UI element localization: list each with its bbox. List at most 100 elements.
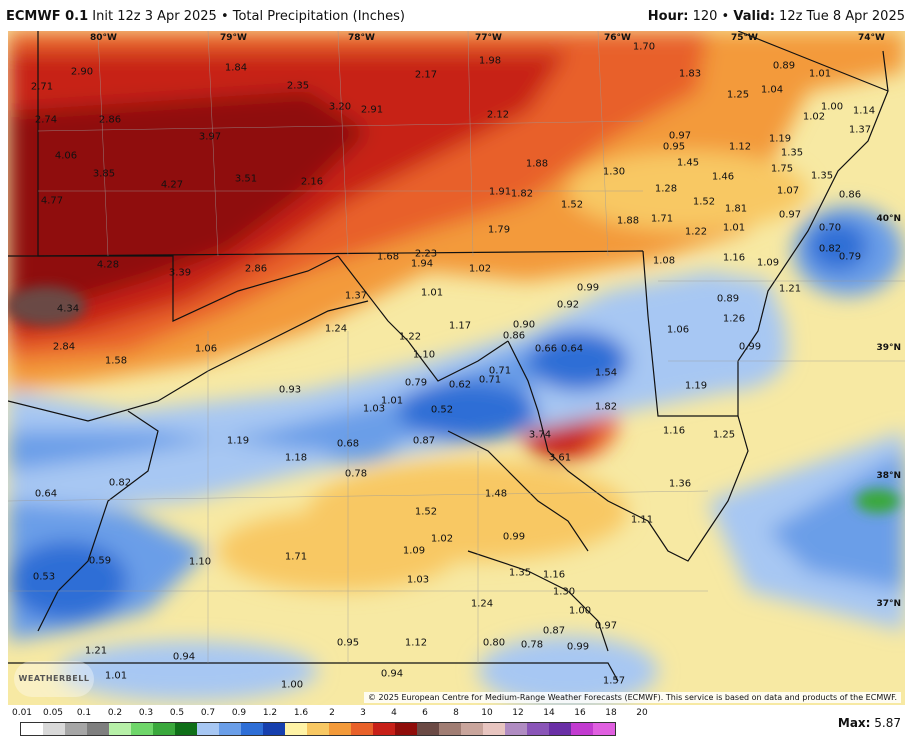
precip-value: 4.06 <box>54 150 78 162</box>
precip-value: 3.61 <box>548 452 572 464</box>
precip-value: 1.18 <box>284 452 308 464</box>
precip-value: 1.11 <box>630 514 654 526</box>
precip-value: 1.48 <box>484 488 508 500</box>
max-readout: Max: 5.87 <box>838 716 901 730</box>
precip-value: 0.92 <box>556 299 580 311</box>
precip-value: 1.91 <box>488 186 512 198</box>
precip-value: 1.22 <box>398 331 422 343</box>
precip-value: 4.28 <box>96 259 120 271</box>
legend-swatch <box>439 723 461 735</box>
precip-value: 1.10 <box>412 349 436 361</box>
precip-value: 3.20 <box>328 101 352 113</box>
precip-value: 3.39 <box>168 267 192 279</box>
legend-tick-label: 6 <box>422 708 428 718</box>
precip-value: 0.97 <box>668 130 692 142</box>
map-canvas <box>8 31 905 705</box>
precip-value: 1.83 <box>678 68 702 80</box>
lat-label: 39°N <box>876 343 901 353</box>
precip-value: 1.35 <box>508 567 532 579</box>
legend-swatch <box>241 723 263 735</box>
precip-value: 1.02 <box>430 533 454 545</box>
precip-value: 1.70 <box>632 41 656 53</box>
precip-value: 0.68 <box>336 438 360 450</box>
precip-value: 1.36 <box>668 478 692 490</box>
legend-tick-label: 3 <box>360 708 366 718</box>
precipitation-map: 80°W 79°W 78°W 77°W 76°W 75°W 74°W 40°N … <box>8 31 905 705</box>
precip-value: 0.59 <box>88 555 112 567</box>
precip-value: 1.37 <box>344 290 368 302</box>
precip-value: 1.88 <box>616 215 640 227</box>
legend-swatch <box>351 723 373 735</box>
legend-tick-label: 0.1 <box>76 708 92 718</box>
precip-value: 1.24 <box>470 598 494 610</box>
precip-value: 2.16 <box>300 176 324 188</box>
legend-swatch <box>373 723 395 735</box>
precip-value: 0.52 <box>430 404 454 416</box>
precip-value: 0.79 <box>838 251 862 263</box>
max-value: 5.87 <box>874 716 901 730</box>
legend-tick-label: 0.7 <box>200 708 216 718</box>
precip-value: 1.06 <box>194 343 218 355</box>
precip-value: 1.08 <box>652 255 676 267</box>
model-name: ECMWF 0.1 <box>6 9 89 24</box>
precip-value: 0.71 <box>478 374 502 386</box>
precip-value: 1.19 <box>768 133 792 145</box>
precip-value: 1.04 <box>760 84 784 96</box>
precip-value: 0.66 <box>534 343 558 355</box>
precip-value: 0.87 <box>412 435 436 447</box>
legend-swatch <box>505 723 527 735</box>
precip-value: 2.86 <box>98 114 122 126</box>
header-left: ECMWF 0.1 Init 12z 3 Apr 2025 • Total Pr… <box>6 9 406 24</box>
precip-value: 1.09 <box>402 545 426 557</box>
legend-tick-label: 10 <box>481 708 493 718</box>
legend-tick-label: 12 <box>512 708 524 718</box>
precip-value: 3.97 <box>198 131 222 143</box>
precip-value: 0.82 <box>818 243 842 255</box>
precip-value: 0.90 <box>512 319 536 331</box>
precip-value: 1.02 <box>802 111 826 123</box>
precip-value: 0.99 <box>738 341 762 353</box>
precip-value: 2.17 <box>414 69 438 81</box>
precip-value: 1.03 <box>406 574 430 586</box>
legend-colorbar <box>20 722 616 736</box>
precip-value: 1.57 <box>602 675 626 687</box>
precip-value: 0.79 <box>404 377 428 389</box>
legend-swatch <box>417 723 439 735</box>
lon-label: 77°W <box>475 33 502 43</box>
precip-value: 2.90 <box>70 66 94 78</box>
legend-swatch <box>87 723 109 735</box>
precip-value: 2.74 <box>34 114 58 126</box>
precip-value: 1.16 <box>542 569 566 581</box>
precip-value: 4.77 <box>40 195 64 207</box>
precip-value: 1.88 <box>525 158 549 170</box>
precip-value: 1.26 <box>722 313 746 325</box>
legend-tick-label: 18 <box>605 708 617 718</box>
precip-value: 1.35 <box>810 170 834 182</box>
precip-value: 0.53 <box>32 571 56 583</box>
max-label: Max: <box>837 716 871 730</box>
precip-value: 0.71 <box>488 365 512 377</box>
legend-tick-label: 0.2 <box>107 708 123 718</box>
precip-value: 1.06 <box>666 324 690 336</box>
precip-value: 1.46 <box>711 171 735 183</box>
precip-value: 1.82 <box>510 188 534 200</box>
precip-value: 0.87 <box>542 625 566 637</box>
legend-tick-label: 0.01 <box>11 708 33 718</box>
precip-value: 1.10 <box>188 556 212 568</box>
precip-value: 1.00 <box>280 679 304 691</box>
legend-tick-label: 1.2 <box>262 708 278 718</box>
precip-value: 1.07 <box>776 185 800 197</box>
legend-tick-label: 16 <box>574 708 586 718</box>
precip-value: 1.22 <box>684 226 708 238</box>
precip-value: 0.64 <box>560 343 584 355</box>
legend-swatch <box>197 723 219 735</box>
precip-value: 1.01 <box>420 287 444 299</box>
precip-value: 1.16 <box>722 252 746 264</box>
legend-tick-label: 0.9 <box>231 708 247 718</box>
legend-tick-label: 2 <box>329 708 335 718</box>
legend-swatch <box>549 723 571 735</box>
legend-swatch <box>593 723 615 735</box>
precip-value: 1.98 <box>478 55 502 67</box>
precip-value: 1.68 <box>376 251 400 263</box>
precip-value: 0.80 <box>482 637 506 649</box>
